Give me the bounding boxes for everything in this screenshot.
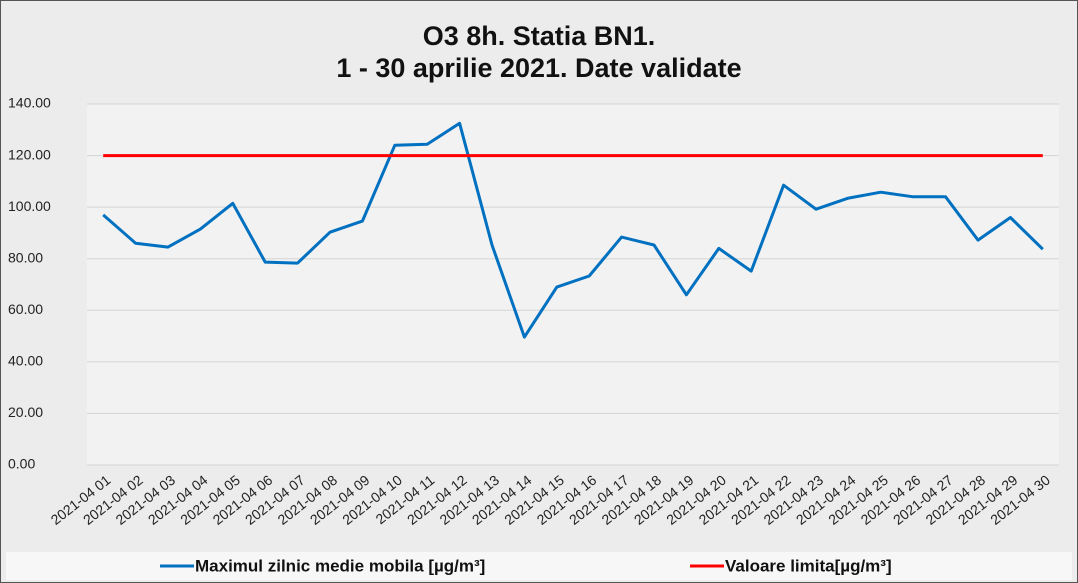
chart-title: 1 - 30 aprilie 2021. Date validate [336, 53, 741, 83]
y-tick-label: 0.00 [8, 456, 35, 472]
y-tick-label: 20.00 [8, 404, 43, 420]
y-tick-label: 40.00 [8, 353, 43, 369]
y-tick-label: 100.00 [8, 198, 51, 214]
y-tick-label: 80.00 [8, 249, 43, 265]
y-tick-label: 120.00 [8, 146, 51, 162]
legend-label: Valoare limita[µg/m³] [725, 556, 892, 575]
y-tick-label: 60.00 [8, 301, 43, 317]
y-tick-label: 140.00 [8, 95, 51, 111]
chart-title: O3 8h. Statia BN1. [423, 21, 656, 51]
series-line [102, 121, 1044, 339]
legend-label: Maximul zilnic medie mobila [µg/m³] [195, 556, 485, 575]
plot-area [87, 104, 1059, 465]
